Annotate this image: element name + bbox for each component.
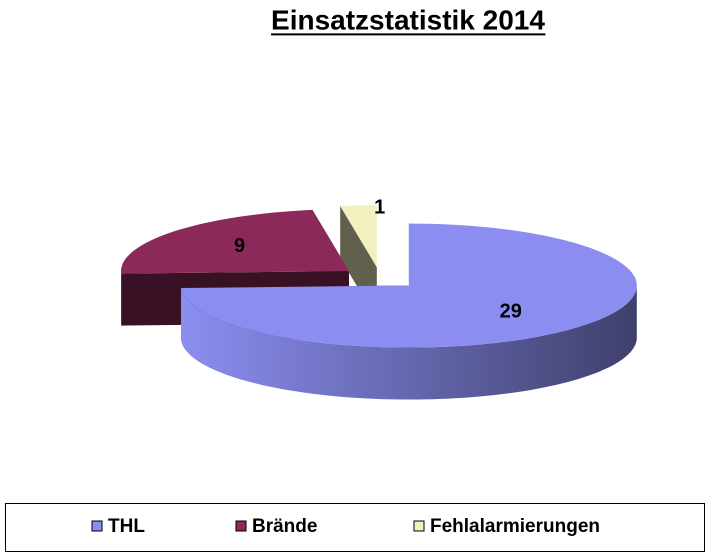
slice-tops [121, 205, 637, 348]
legend: THL Brände Fehlalarmierungen [5, 503, 705, 552]
slice-walls [121, 271, 637, 400]
slice [121, 209, 349, 274]
slice [340, 205, 377, 268]
data-label: 29 [500, 300, 522, 322]
slice [181, 223, 637, 348]
pie: 29 9 1 [121, 197, 637, 400]
slice-wall [181, 285, 637, 400]
data-label: 1 [374, 197, 385, 219]
chart-title: Einsatzstatistik 2014 [271, 4, 545, 35]
legend-box [5, 503, 705, 552]
data-labels: 29 9 1 [234, 197, 522, 323]
legend-swatch [91, 520, 103, 532]
legend-swatch [235, 520, 247, 532]
legend-label: THL [108, 516, 145, 537]
legend-label: Brände [252, 516, 317, 537]
data-label: 9 [234, 235, 245, 257]
legend-label: Fehlalarmierungen [430, 516, 600, 537]
legend-swatch [413, 520, 425, 532]
